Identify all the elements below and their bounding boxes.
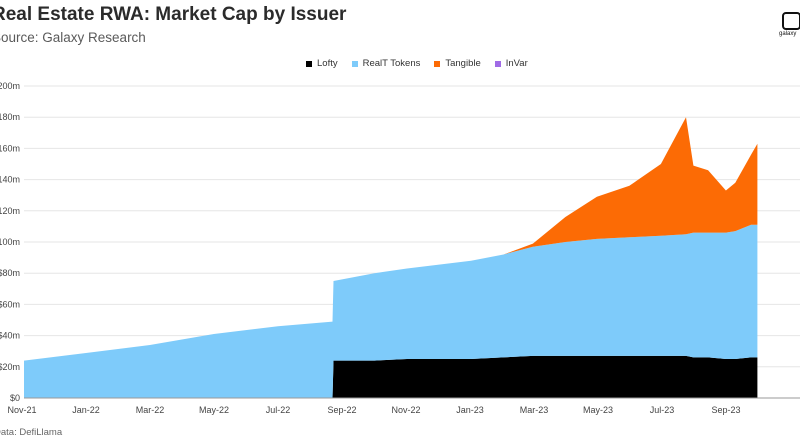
x-tick-label: Jul-22 [266,405,291,415]
y-tick-label: $160m [0,143,20,153]
x-tick-label: May-22 [199,405,229,415]
x-tick-label: Jul-23 [650,405,675,415]
y-tick-label: $0 [10,393,20,403]
legend-label: InVar [505,58,528,69]
series-area-tangible [24,117,758,361]
legend-item: InVar [494,58,528,69]
legend-item: Tangible [434,58,481,69]
chart-title: Real Estate RWA: Market Cap by Issuer [0,4,347,25]
chart-subtitle: Source: Galaxy Research [0,30,146,45]
y-tick-label: $100m [0,237,20,247]
data-source-note: Data: DefiLlama [0,427,63,438]
y-tick-label: $180m [0,112,20,122]
legend-swatch [434,60,441,67]
logo-text: galaxy [779,31,797,37]
chart-legend: Lofty RealT Tokens Tangible InVar [306,58,528,69]
y-tick-label: $80m [0,268,20,278]
legend-swatch [351,60,358,67]
x-tick-label: Jan-22 [72,405,100,415]
legend-swatch [306,60,312,67]
legend-item: Lofty [306,58,338,69]
legend-swatch [494,60,501,67]
y-tick-label: $200m [0,81,20,91]
x-tick-label: Mar-23 [520,405,549,415]
legend-label: RealT Tokens [362,58,421,69]
x-tick-label: Jan-23 [456,405,484,415]
legend-label: Lofty [317,58,338,69]
legend-item: RealT Tokens [351,58,421,69]
y-tick-label: $120m [0,206,20,216]
x-tick-label: May-23 [583,405,613,415]
x-tick-label: Sep-23 [711,405,740,415]
y-tick-label: $60m [0,299,20,309]
x-tick-label: Mar-22 [136,405,165,415]
x-tick-label: Nov-22 [391,405,420,415]
x-tick-label: Sep-22 [327,405,356,415]
x-tick-label: Nov-21 [7,405,36,415]
legend-label: Tangible [445,58,481,69]
series-area-lofty [24,355,758,398]
series-area-realt-tokens [24,224,758,398]
y-tick-label: $40m [0,331,20,341]
y-tick-label: $140m [0,175,20,185]
y-tick-label: $20m [0,362,20,372]
